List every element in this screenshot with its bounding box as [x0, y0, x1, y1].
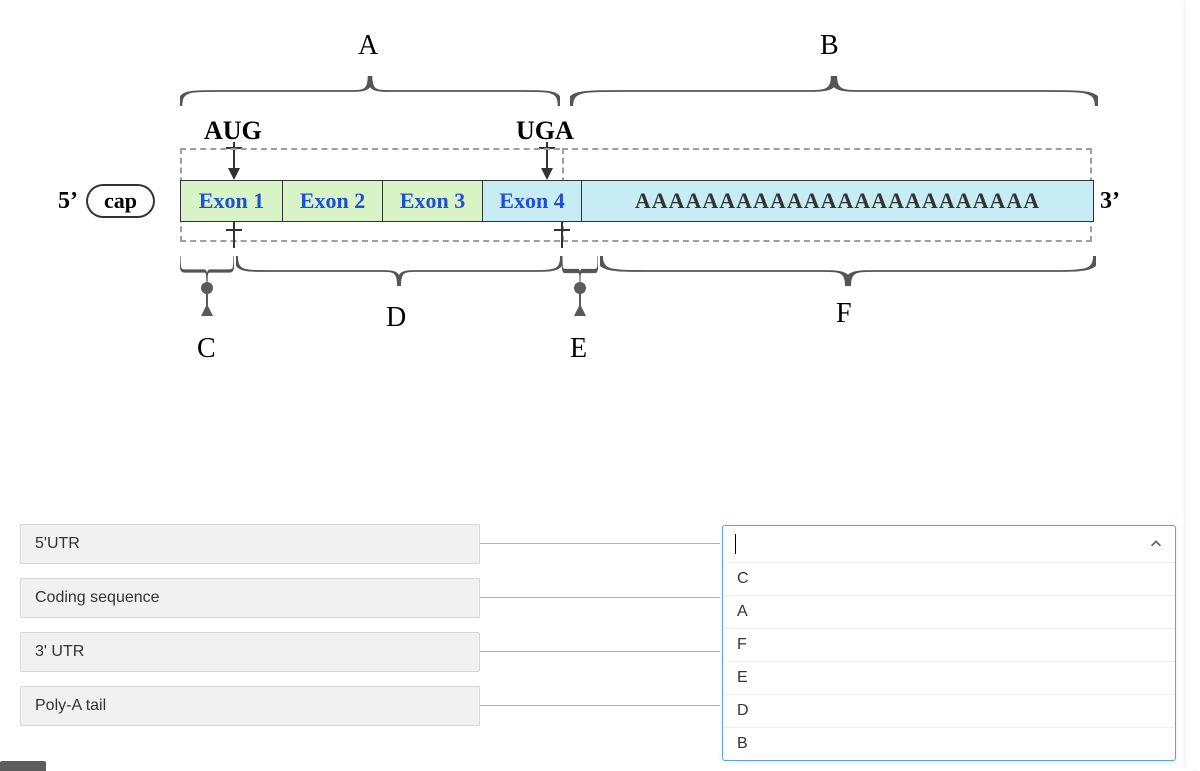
- label-F: F: [836, 298, 852, 330]
- pointer-C-icon: [199, 282, 215, 324]
- label-C: C: [197, 333, 216, 365]
- exon-3: Exon 3: [382, 180, 482, 222]
- text-cursor-icon: [735, 534, 736, 554]
- match-item-5utr[interactable]: 5'UTR: [20, 524, 480, 564]
- brace-D: [236, 256, 562, 286]
- connector-line: [480, 597, 720, 598]
- five-prime-label: 5’: [50, 188, 86, 215]
- label-B: B: [820, 30, 839, 62]
- match-items: 5'UTR Coding sequence 3' UTR Poly-A tail: [20, 524, 480, 740]
- connector-line: [480, 651, 720, 652]
- exon-2: Exon 2: [282, 180, 382, 222]
- match-item-3utr[interactable]: 3' UTR: [20, 632, 480, 672]
- match-item-label: Coding sequence: [35, 589, 160, 606]
- brace-A: [180, 76, 560, 106]
- dropdown-option[interactable]: E: [723, 661, 1175, 694]
- label-E: E: [570, 333, 587, 365]
- dropdown-option[interactable]: D: [723, 694, 1175, 727]
- exon-1: Exon 1: [180, 180, 282, 222]
- connector-line: [480, 705, 720, 706]
- exon-4: Exon 4: [482, 180, 582, 222]
- dropdown-selected[interactable]: [723, 526, 1175, 562]
- chevron-up-icon: [1149, 537, 1163, 551]
- poly-a-seq: AAAAAAAAAAAAAAAAAAAAAAAA: [582, 180, 1094, 222]
- bottom-stub: [0, 761, 46, 771]
- match-item-label: 3' UTR: [35, 643, 84, 660]
- brace-F: [600, 256, 1096, 286]
- brace-B: [570, 76, 1098, 106]
- connector-line: [480, 543, 720, 544]
- three-prime-label: 3’: [1094, 188, 1128, 215]
- match-item-coding[interactable]: Coding sequence: [20, 578, 480, 618]
- dropdown-option[interactable]: A: [723, 595, 1175, 628]
- answer-dropdown[interactable]: C A F E D B: [722, 525, 1176, 761]
- pointer-E-icon: [572, 282, 588, 324]
- cap-label: cap: [86, 184, 155, 218]
- match-item-label: 5'UTR: [35, 535, 80, 552]
- match-item-label: Poly-A tail: [35, 697, 106, 714]
- match-item-polya[interactable]: Poly-A tail: [20, 686, 480, 726]
- exon-track: Exon 1 Exon 2 Exon 3 Exon 4 AAAAAAAAAAAA…: [180, 180, 1128, 222]
- mrna-track: 5’ cap: [50, 180, 159, 222]
- label-D: D: [386, 302, 406, 334]
- dropdown-option[interactable]: C: [723, 562, 1175, 595]
- dropdown-option[interactable]: F: [723, 628, 1175, 661]
- dropdown-option[interactable]: B: [723, 727, 1175, 760]
- frame-right-edge: [1186, 0, 1200, 769]
- label-A: A: [358, 30, 378, 62]
